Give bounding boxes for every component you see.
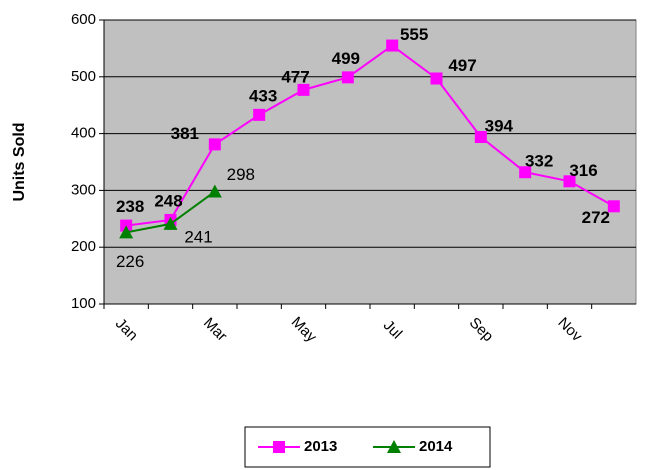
data-label: 381 — [171, 124, 199, 143]
marker — [297, 83, 310, 96]
marker — [163, 216, 178, 230]
y-tick-label: 600 — [71, 11, 96, 28]
data-label: 272 — [582, 208, 610, 227]
x-tick-label: Jan — [112, 315, 141, 344]
y-tick-label: 300 — [71, 181, 96, 198]
data-label: 238 — [116, 197, 144, 216]
marker — [386, 39, 399, 52]
data-label: 241 — [184, 227, 212, 246]
data-label: 316 — [569, 161, 597, 180]
x-tick-label: May — [288, 314, 320, 346]
data-label: 394 — [485, 116, 514, 135]
legend-label: 2013 — [304, 438, 337, 455]
data-label: 433 — [249, 86, 277, 105]
marker — [607, 200, 620, 213]
y-tick-label: 100 — [71, 295, 96, 312]
marker — [341, 71, 354, 84]
marker — [207, 184, 222, 198]
x-tick-label: Mar — [200, 314, 230, 344]
data-label: 497 — [448, 56, 476, 75]
legend-label: 2014 — [419, 438, 453, 455]
y-axis-label: Units Sold — [11, 122, 28, 201]
legend-marker — [387, 440, 401, 453]
y-tick-label: 500 — [71, 68, 96, 85]
marker — [119, 225, 134, 239]
data-label: 332 — [525, 152, 553, 171]
series-line — [126, 44, 615, 227]
y-tick-label: 400 — [71, 125, 96, 142]
data-label: 477 — [281, 67, 309, 86]
marker — [519, 166, 532, 179]
marker — [208, 138, 221, 151]
marker — [474, 131, 487, 144]
data-label: 499 — [332, 49, 360, 68]
marker — [563, 175, 576, 188]
plot-area — [103, 19, 637, 305]
data-label: 248 — [154, 191, 182, 210]
x-tick-label: Sep — [466, 314, 497, 345]
data-label: 226 — [116, 252, 144, 271]
x-tick-label: Nov — [554, 314, 585, 345]
data-label: 298 — [227, 165, 255, 184]
marker — [253, 108, 266, 121]
data-label: 555 — [400, 25, 428, 44]
y-tick-label: 200 — [71, 238, 96, 255]
legend-marker — [273, 441, 285, 453]
x-tick-label: Jul — [380, 317, 406, 343]
marker — [430, 72, 443, 85]
